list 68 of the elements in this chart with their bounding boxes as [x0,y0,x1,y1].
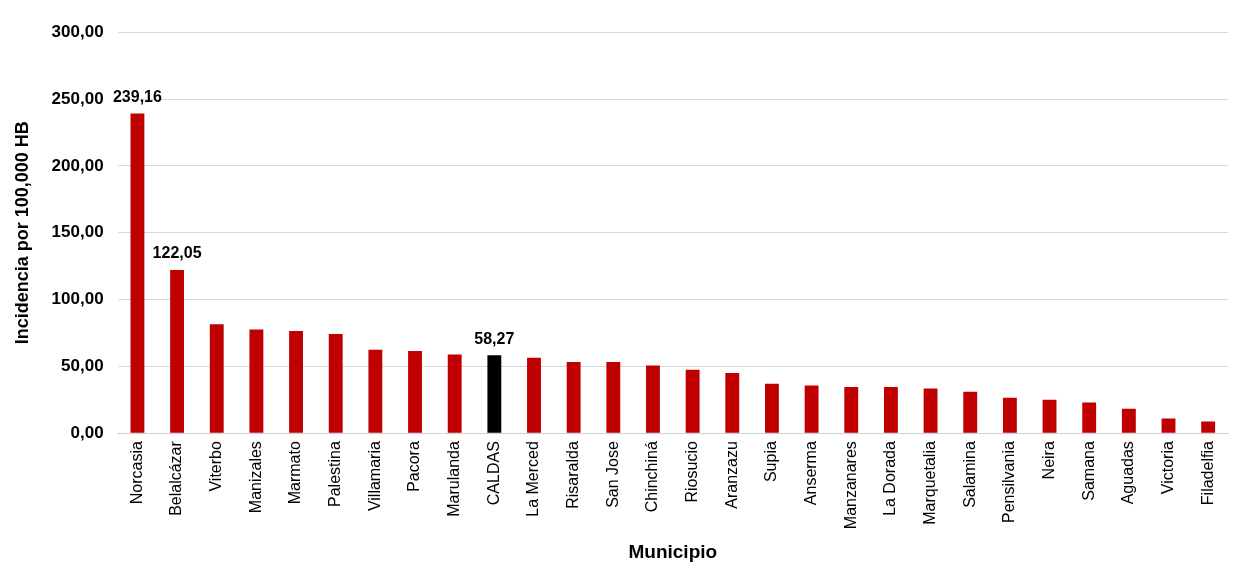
x-tick-label: Risaralda [564,441,582,509]
y-tick-label: 250,00 [51,88,104,108]
bar [883,387,898,433]
x-tick-label: Samana [1079,441,1097,501]
x-tick-label: Anserma [802,441,819,506]
bar [408,351,422,433]
x-tick-label: Aguadas [1119,441,1137,505]
x-tick-label: Pensilvania [1000,441,1018,523]
x-tick-label: Palestina [326,441,344,507]
x-tick-label: CALDAS [484,441,502,506]
x-tick-label: Marquetalia [920,441,938,525]
x-tick-label: Pacora [405,441,423,492]
bar [646,365,660,433]
y-axis-title: Incidencia por 100,000 HB [11,121,32,345]
x-tick-label: Marmato [286,441,304,505]
x-tick-label: Manzanares [841,441,859,530]
y-tick-label: 50,00 [61,356,104,376]
x-tick-label: Supia [762,441,780,483]
x-tick-label: Filadelfia [1198,441,1216,506]
bar [1201,421,1216,433]
bar [963,391,978,433]
x-tick-label: Neira [1039,441,1057,480]
bar [1121,408,1136,433]
x-axis-title: Municipio [628,540,718,562]
y-tick-label: 100,00 [51,289,104,309]
bar [1082,402,1097,433]
data-label: 239,16 [112,87,162,105]
x-tick-label: Belalcázar [167,440,185,516]
x-tick-label: Villamaria [365,441,383,512]
bar [804,385,819,433]
y-tick-label: 0,00 [70,422,104,442]
data-label: 58,27 [474,329,515,347]
bar [606,362,621,433]
y-tick-label: 200,00 [51,155,104,175]
x-tick-label: Salamina [960,441,978,508]
bar [765,383,779,433]
bar [249,329,264,433]
x-tick-label: Riosucio [683,441,701,503]
bar [170,270,185,433]
x-tick-label: La Merced [524,441,542,517]
bar [527,357,541,433]
bar [487,355,502,433]
x-tick-label: San Jose [603,441,621,508]
x-tick-label: La Dorada [881,441,899,516]
bar [1002,397,1017,433]
x-tick-label: Chinchiná [643,441,661,513]
y-tick-label: 150,00 [51,222,104,242]
x-tick-label: Marulanda [445,441,463,517]
bar [1042,399,1057,433]
x-tick-label: Aranzazu [722,441,740,509]
x-tick-label: Viterbo [207,441,225,492]
bar [685,369,700,433]
x-tick-label: Victoria [1158,441,1176,495]
bar [368,349,383,433]
bar [130,113,145,433]
bar [209,324,224,433]
bar [725,372,740,433]
bar [923,388,938,433]
bar [328,333,343,433]
bar [289,330,303,433]
bar [566,361,581,433]
bar [1161,418,1176,433]
y-tick-label: 300,00 [51,21,104,41]
x-tick-label: Manizales [246,441,264,514]
bar [844,387,859,433]
bar [447,354,462,433]
x-tick-label: Norcasia [127,441,145,505]
data-label: 122,05 [152,244,202,262]
